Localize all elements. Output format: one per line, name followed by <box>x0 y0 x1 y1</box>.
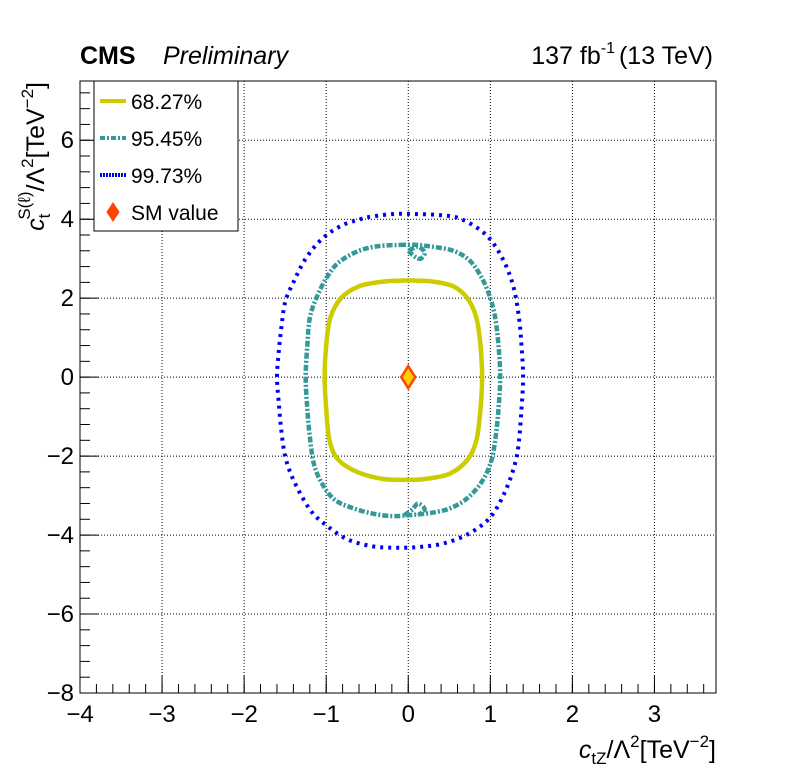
x-label-sub: tZ <box>591 749 606 768</box>
energy-label: (13 TeV) <box>619 42 713 70</box>
legend-label-99: 99.73% <box>131 165 202 188</box>
series-layer <box>275 211 526 550</box>
x-tick-label: −1 <box>313 701 340 728</box>
legend-label-68: 68.27% <box>131 91 202 114</box>
y-tick-label: −6 <box>47 601 74 628</box>
contour-series-4 <box>275 211 526 550</box>
y-label-tail: /Λ <box>22 168 50 192</box>
contour-series-0 <box>322 278 485 483</box>
frame-layer <box>79 80 717 694</box>
y-tick-label: 0 <box>61 364 74 391</box>
legend: 68.27% 95.45% 99.73% SM value <box>93 80 239 232</box>
legend-box <box>93 80 239 232</box>
x-tick-label: 3 <box>648 701 661 728</box>
y-label-sup: S(ℓ) <box>15 192 34 220</box>
x-tick-label: −2 <box>230 701 257 728</box>
marker-layer <box>399 363 417 391</box>
y-tick-label: 2 <box>61 285 74 312</box>
y-label-unit: [TeV <box>22 108 50 158</box>
contour-series-1 <box>303 242 503 519</box>
sm-value-marker <box>399 363 417 391</box>
lumi-value: 137 fb <box>531 42 601 70</box>
legend-label-sm: SM value <box>131 202 219 225</box>
tick-layer: −4 −3 −2 −1 0 1 2 3 −8 −6 −4 −2 0 2 4 6 <box>47 92 705 728</box>
lumi-sup: -1 <box>601 40 615 57</box>
y-tick-label: −8 <box>47 680 74 707</box>
y-tick-label: −4 <box>47 522 74 549</box>
y-label-sub: t <box>35 213 54 218</box>
x-axis-label: ctZ/Λ2[TeV−2] <box>579 732 716 768</box>
legend-label-95: 95.45% <box>131 128 202 151</box>
x-label-sup: 2 <box>630 732 639 751</box>
contour-series-3 <box>402 501 427 518</box>
x-label-unit-sup: −2 <box>690 732 709 751</box>
y-label-close: ] <box>22 82 50 89</box>
lumi-label: 137 fb-1 (13 TeV) <box>531 40 713 70</box>
x-tick-label: −4 <box>66 701 93 728</box>
y-label-main: c <box>22 218 50 231</box>
plot-frame <box>79 80 717 694</box>
x-label-close: ] <box>709 736 716 764</box>
x-label-main: c <box>579 736 592 764</box>
y-label-unit-sup: −2 <box>18 89 37 108</box>
x-tick-label: 1 <box>484 701 497 728</box>
y-tick-label: −2 <box>47 443 74 470</box>
x-tick-label: 2 <box>566 701 579 728</box>
contour-series-2 <box>406 244 427 262</box>
legend-swatch-sm <box>106 202 120 222</box>
y-axis-label: ctS(ℓ)/Λ2[TeV−2] <box>15 82 54 231</box>
y-tick-label: 4 <box>61 206 74 233</box>
y-tick-label: 6 <box>61 127 74 154</box>
x-label-tail: /Λ <box>607 736 631 764</box>
cms-label: CMS <box>80 42 136 70</box>
x-tick-label: 0 <box>402 701 415 728</box>
x-label-unit: [TeV <box>640 736 690 764</box>
y-label-sup2: 2 <box>18 158 37 167</box>
preliminary-label: Preliminary <box>163 42 290 70</box>
x-tick-label: −3 <box>148 701 175 728</box>
